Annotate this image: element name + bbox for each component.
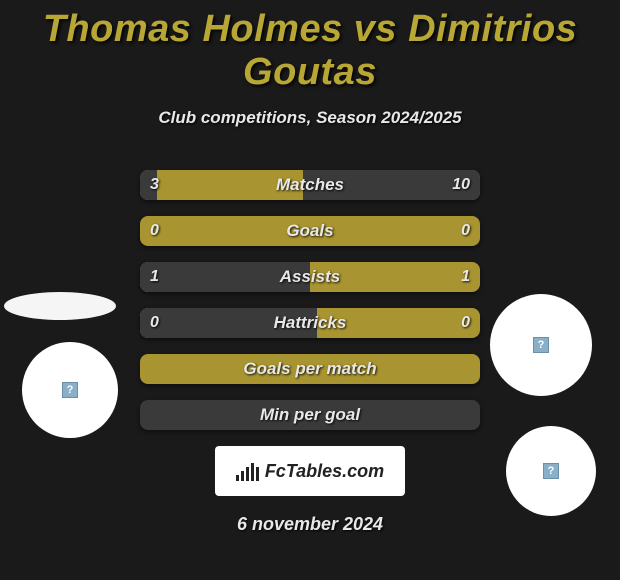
stat-row: Min per goal bbox=[140, 400, 480, 430]
snapshot-date: 6 november 2024 bbox=[0, 514, 620, 535]
stat-label: Min per goal bbox=[140, 400, 480, 430]
stat-row: 00Hattricks bbox=[140, 308, 480, 338]
stat-row: Goals per match bbox=[140, 354, 480, 384]
stat-label: Matches bbox=[140, 170, 480, 200]
player-right-club-badge: ? bbox=[506, 426, 596, 516]
stat-label: Hattricks bbox=[140, 308, 480, 338]
stat-row: 310Matches bbox=[140, 170, 480, 200]
placeholder-icon: ? bbox=[543, 463, 559, 479]
stat-label: Goals bbox=[140, 216, 480, 246]
comparison-title: Thomas Holmes vs Dimitrios Goutas bbox=[0, 0, 620, 94]
fctables-logo: FcTables.com bbox=[215, 446, 405, 496]
logo-bars-icon bbox=[236, 461, 259, 481]
stat-label: Goals per match bbox=[140, 354, 480, 384]
placeholder-icon: ? bbox=[533, 337, 549, 353]
placeholder-icon: ? bbox=[62, 382, 78, 398]
player-left-shadow-ellipse bbox=[4, 292, 116, 320]
stat-label: Assists bbox=[140, 262, 480, 292]
logo-text: FcTables.com bbox=[265, 461, 384, 482]
player-right-avatar: ? bbox=[490, 294, 592, 396]
stats-area: ? ? ? 310Matches00Goals11Assists00Hattri… bbox=[0, 170, 620, 430]
comparison-subtitle: Club competitions, Season 2024/2025 bbox=[0, 108, 620, 128]
stat-row: 00Goals bbox=[140, 216, 480, 246]
player-left-avatar: ? bbox=[22, 342, 118, 438]
stat-row: 11Assists bbox=[140, 262, 480, 292]
